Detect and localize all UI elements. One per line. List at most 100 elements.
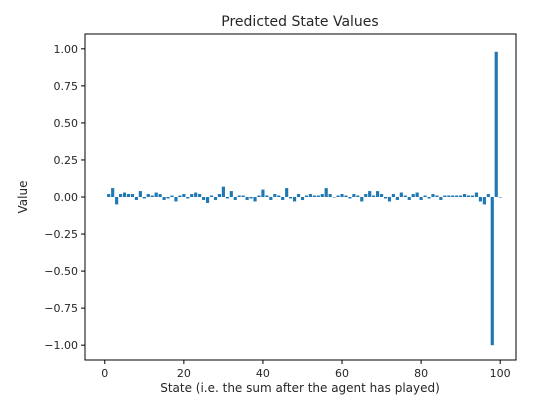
bar — [478, 197, 482, 202]
bar — [379, 194, 384, 197]
bar — [498, 197, 502, 198]
plot-area-frame — [84, 33, 517, 361]
bar — [269, 197, 273, 200]
bar — [273, 194, 277, 197]
x-tick-label: 100 — [490, 367, 511, 380]
bar — [178, 195, 182, 197]
bar — [336, 195, 340, 197]
bar — [130, 194, 135, 197]
bar — [206, 197, 210, 203]
bar — [360, 197, 364, 202]
bar — [158, 194, 162, 197]
bar — [296, 194, 301, 197]
bar — [431, 194, 435, 197]
bar — [364, 194, 368, 197]
bar — [217, 194, 222, 197]
y-axis-label: Value — [16, 181, 30, 214]
bar — [459, 195, 463, 197]
bar — [356, 195, 360, 197]
y-tick-label: −1.00 — [44, 339, 78, 352]
bar — [170, 195, 174, 197]
x-axis-label: State (i.e. the sum after the agent has … — [160, 381, 440, 395]
bar — [439, 197, 443, 200]
bar — [407, 197, 411, 200]
bar — [253, 197, 257, 202]
y-tick-label: 1.00 — [54, 43, 79, 56]
y-tick-label: −0.50 — [44, 265, 78, 278]
bar — [447, 195, 451, 197]
bar — [154, 192, 158, 197]
bar — [490, 197, 494, 346]
bar — [233, 197, 237, 200]
bars-group — [107, 51, 502, 346]
bar — [443, 195, 447, 197]
bar — [213, 197, 218, 200]
bar — [292, 197, 297, 202]
bar — [162, 197, 166, 200]
bar — [451, 195, 455, 197]
bar — [182, 194, 186, 197]
bar — [126, 194, 131, 197]
x-axis-ticks: 0 20 40 60 80 100 — [101, 360, 511, 380]
bar — [340, 194, 344, 197]
bar — [316, 195, 320, 197]
bar — [427, 197, 431, 199]
y-tick-label: 0.25 — [54, 154, 79, 167]
bar — [368, 191, 372, 197]
bar — [320, 194, 324, 197]
bar — [494, 51, 498, 197]
x-tick-label: 80 — [414, 367, 428, 380]
bar — [150, 195, 154, 197]
bar — [455, 195, 459, 197]
bar — [241, 195, 245, 197]
x-tick-label: 0 — [101, 367, 108, 380]
bar — [115, 197, 119, 205]
bar — [486, 194, 490, 197]
y-tick-label: 0.50 — [54, 117, 79, 130]
bar — [312, 195, 316, 197]
bar — [277, 195, 281, 197]
x-tick-label: 40 — [256, 367, 270, 380]
bar — [249, 197, 253, 199]
bar — [324, 188, 328, 197]
bar — [138, 191, 142, 197]
bar — [376, 191, 380, 197]
bar — [463, 194, 467, 197]
bar — [146, 194, 150, 197]
bar — [423, 195, 427, 197]
bar — [122, 192, 127, 197]
bar — [111, 188, 115, 197]
x-tick-label: 60 — [335, 367, 349, 380]
bar — [285, 188, 289, 197]
bar — [332, 197, 336, 198]
bar — [281, 197, 285, 200]
bar — [289, 197, 293, 199]
bar — [166, 197, 170, 199]
y-tick-label: 0.00 — [54, 191, 79, 204]
bar — [107, 194, 111, 197]
bar — [198, 194, 202, 197]
bar — [435, 195, 439, 197]
bar — [352, 194, 356, 197]
y-tick-label: −0.25 — [44, 228, 78, 241]
bar — [474, 192, 479, 197]
bar — [209, 195, 214, 197]
bar — [466, 195, 471, 197]
bar — [482, 197, 486, 205]
bar — [395, 197, 399, 200]
bar — [300, 197, 305, 200]
bar — [186, 197, 190, 199]
bar — [391, 194, 395, 197]
bar — [174, 197, 178, 202]
bar — [142, 197, 146, 199]
bar — [194, 192, 198, 197]
bar — [348, 197, 352, 199]
bar — [411, 194, 415, 197]
bar — [399, 192, 403, 197]
bar — [261, 189, 265, 197]
bar — [403, 195, 407, 197]
bar — [470, 195, 475, 197]
y-tick-label: 0.75 — [54, 80, 79, 93]
bar — [387, 197, 392, 202]
